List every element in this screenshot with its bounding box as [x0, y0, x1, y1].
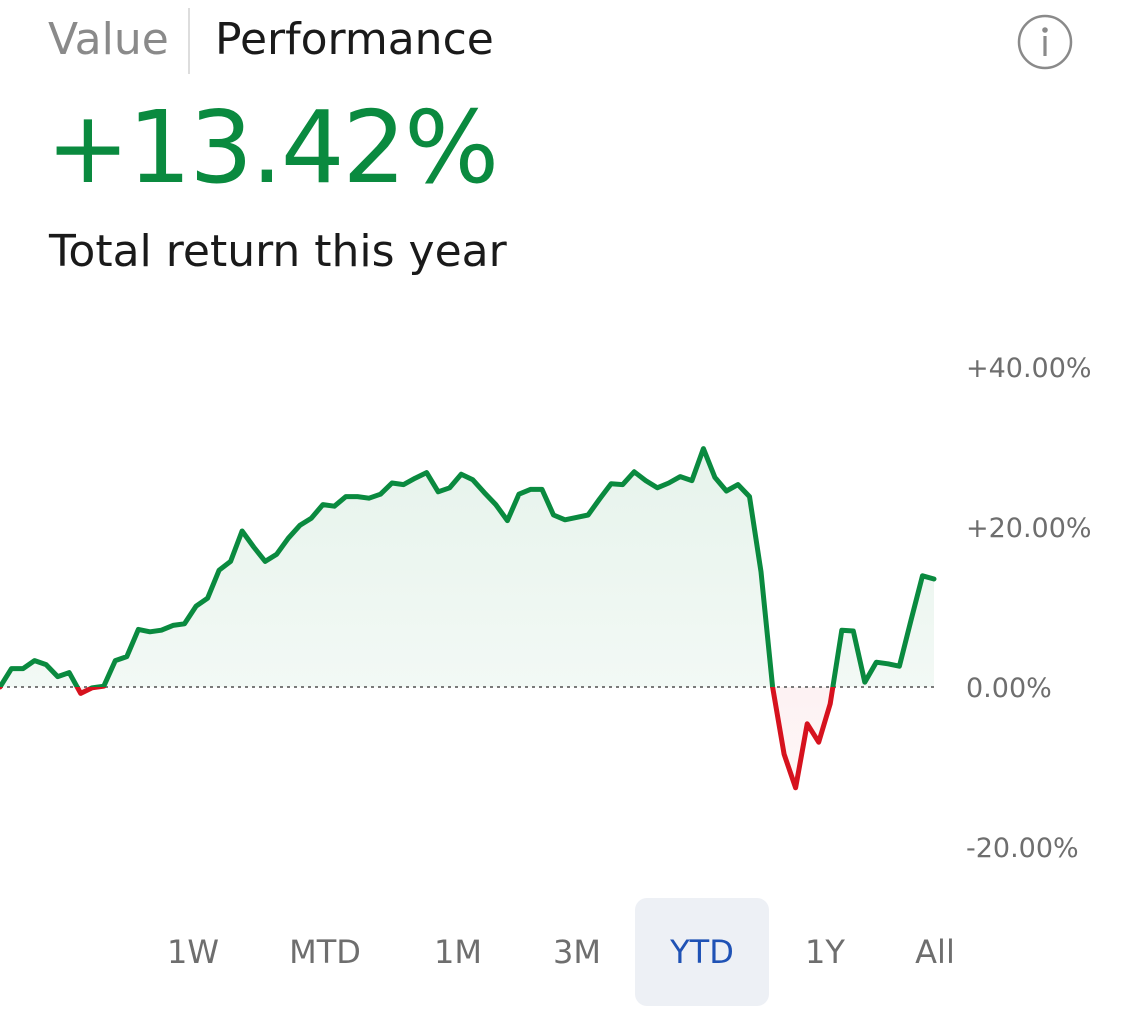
- range-all[interactable]: All: [915, 933, 955, 971]
- series-line-positive: [0, 446, 937, 687]
- series-line-negative: [0, 687, 836, 791]
- range-1w[interactable]: 1W: [167, 933, 219, 971]
- y-tick-label: +40.00%: [966, 353, 1092, 384]
- positive-area: [0, 448, 934, 687]
- info-icon[interactable]: [1017, 14, 1073, 70]
- range-1m[interactable]: 1M: [434, 933, 482, 971]
- y-tick-label: +20.00%: [966, 513, 1092, 544]
- view-tabs: Value Performance: [0, 0, 1125, 80]
- total-return-label: Total return this year: [49, 226, 507, 277]
- time-range-selector: 1W MTD 1M 3M YTD 1Y All: [0, 898, 1125, 1008]
- total-return-value: +13.42%: [46, 89, 499, 206]
- y-tick-label: -20.00%: [966, 833, 1079, 864]
- range-ytd[interactable]: YTD: [635, 898, 769, 1006]
- tab-value[interactable]: Value: [48, 14, 169, 65]
- y-tick-label: 0.00%: [966, 673, 1052, 704]
- tab-performance[interactable]: Performance: [215, 14, 494, 65]
- performance-chart: +40.00% +20.00% 0.00% -20.00%: [0, 353, 1092, 864]
- range-1y[interactable]: 1Y: [805, 933, 845, 971]
- range-3m[interactable]: 3M: [553, 933, 601, 971]
- tab-divider: [188, 8, 190, 74]
- range-mtd[interactable]: MTD: [289, 933, 361, 971]
